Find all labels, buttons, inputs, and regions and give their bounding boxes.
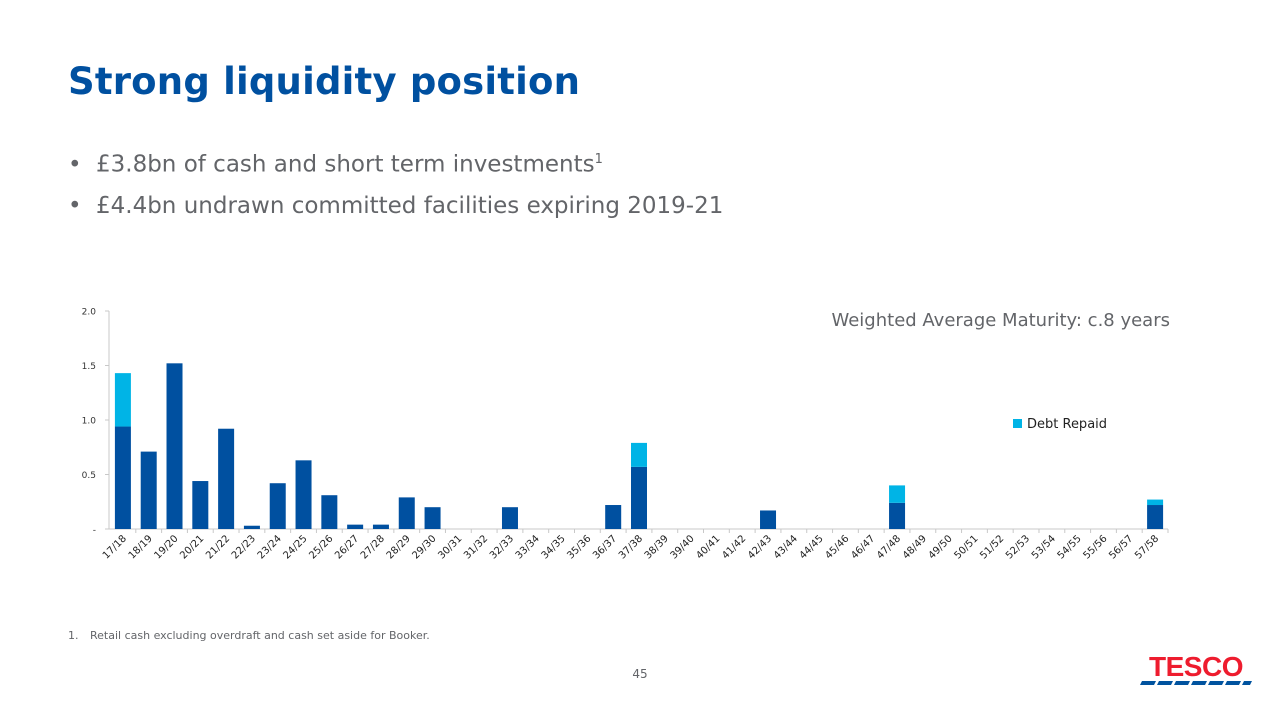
- legend-label: Debt Repaid: [1027, 417, 1107, 432]
- x-tick-label: 47/48: [875, 533, 903, 561]
- x-tick-label: 44/45: [798, 533, 826, 561]
- x-tick-label: 57/58: [1133, 533, 1161, 561]
- x-tick-label: 23/24: [256, 533, 284, 561]
- x-tick-label: 36/37: [591, 533, 619, 561]
- bar-segment: [424, 507, 441, 529]
- x-tick-label: 52/53: [1004, 533, 1032, 561]
- x-tick-label: 29/30: [411, 533, 439, 561]
- x-tick-label: 38/39: [643, 533, 671, 561]
- bullet-text: £4.4bn undrawn committed facilities expi…: [96, 193, 724, 219]
- x-tick-label: 32/33: [488, 533, 516, 561]
- bar-segment: [1147, 505, 1164, 529]
- legend-swatch: [1013, 419, 1022, 428]
- x-tick-label: 50/51: [952, 533, 980, 561]
- bar-segment: [760, 510, 777, 529]
- x-tick-label: 54/55: [1056, 533, 1084, 561]
- x-tick-label: 55/56: [1081, 533, 1109, 561]
- bar-segment: [605, 505, 622, 529]
- bar-segment: [501, 507, 518, 529]
- bar-segment: [372, 524, 389, 529]
- bar-segment: [166, 363, 183, 529]
- bar-segment: [243, 525, 260, 529]
- bar-segment: [140, 451, 157, 529]
- x-tick-label: 35/36: [565, 533, 593, 561]
- y-tick-label: 1.5: [82, 362, 96, 372]
- bar-segment: [631, 466, 647, 529]
- x-tick-label: 49/50: [927, 533, 955, 561]
- y-tick-label: -: [93, 526, 96, 536]
- bar-segment-debt-repaid: [1147, 499, 1164, 506]
- debt-maturity-chart: - 0.5 1.0 1.5 2.0 17/1818/1919/2020/2121/2222…: [82, 308, 1170, 562]
- x-tick-label: 33/34: [514, 533, 542, 561]
- x-tick-label: 42/43: [746, 533, 774, 561]
- logo-stripes: [1140, 681, 1252, 685]
- x-tick-label: 37/38: [617, 533, 645, 561]
- x-tick-label: 56/57: [1107, 533, 1135, 561]
- x-tick-label: 21/22: [204, 533, 232, 561]
- bar-segment-debt-repaid: [114, 373, 131, 427]
- x-tick-label: 40/41: [694, 533, 722, 561]
- x-tick-label: 30/31: [436, 533, 464, 561]
- x-tick-label: 25/26: [307, 533, 335, 561]
- x-tick-label: 31/32: [462, 533, 490, 561]
- bar-segment: [889, 502, 906, 529]
- x-tick-label: 51/52: [978, 533, 1006, 561]
- x-tick-label: 20/21: [178, 533, 206, 561]
- x-tick-label: 22/23: [230, 533, 258, 561]
- bullet-list: • £3.8bn of cash and short term investmen…: [68, 142, 723, 234]
- x-tick-label: 46/47: [849, 533, 877, 561]
- footnote: 1. Retail cash excluding overdraft and ca…: [68, 629, 430, 642]
- footnote-marker: 1: [594, 152, 603, 167]
- y-tick-label: 2.0: [82, 308, 97, 318]
- bar-segment: [295, 460, 312, 529]
- bar-segment: [347, 524, 364, 529]
- x-tick-label: 28/29: [385, 533, 413, 561]
- x-tick-label: 53/54: [1030, 533, 1058, 561]
- bar-segment: [269, 483, 286, 529]
- bar-segment: [321, 495, 338, 529]
- x-tick-label: 26/27: [333, 533, 361, 561]
- x-tick-label: 39/40: [669, 533, 697, 561]
- page-number: 45: [632, 667, 648, 681]
- bar-segment: [218, 428, 235, 529]
- bullet-item: • £3.8bn of cash and short term investmen…: [68, 142, 723, 188]
- y-tick-label: 1.0: [82, 417, 97, 427]
- x-tick-label: 34/35: [540, 533, 568, 561]
- page-title: Strong liquidity position: [68, 60, 581, 103]
- x-tick-label: 45/46: [823, 533, 851, 561]
- tesco-logo: TESCO: [1140, 652, 1252, 685]
- y-tick-label: 0.5: [82, 471, 96, 481]
- bullet-item: • £4.4bn undrawn committed facilities exp…: [68, 188, 723, 234]
- maturity-annotation: Weighted Average Maturity: c.8 years: [831, 310, 1170, 331]
- bullet-text: £3.8bn of cash and short term investment…: [96, 151, 595, 178]
- x-tick-label: 43/44: [772, 533, 800, 561]
- x-tick-label: 41/42: [720, 533, 748, 561]
- bar-segment-debt-repaid: [631, 442, 647, 467]
- bar-segment-debt-repaid: [889, 485, 906, 503]
- x-tick-label: 24/25: [281, 533, 309, 561]
- footnote-number: 1.: [68, 629, 79, 642]
- bullet-dot: •: [68, 193, 82, 219]
- x-tick-label: 48/49: [901, 533, 929, 561]
- logo-wordmark: TESCO: [1149, 652, 1243, 682]
- x-tick-label: 19/20: [152, 533, 180, 561]
- bar-segment: [398, 497, 415, 529]
- x-tick-label: 17/18: [101, 533, 129, 561]
- footnote-text: Retail cash excluding overdraft and cash…: [90, 629, 430, 642]
- x-tick-label: 18/19: [127, 533, 155, 561]
- bullet-dot: •: [68, 151, 82, 178]
- bar-segment: [192, 481, 209, 529]
- x-tick-label: 27/28: [359, 533, 387, 561]
- bar-segment: [114, 426, 131, 529]
